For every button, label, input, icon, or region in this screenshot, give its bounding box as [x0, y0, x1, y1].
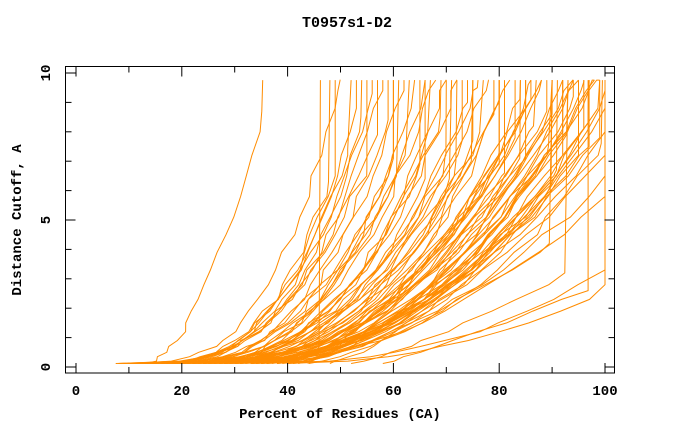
model-curve: [287, 80, 590, 364]
model-curve: [234, 80, 521, 364]
y-tick-label: 0: [39, 363, 55, 371]
model-curve: [197, 80, 474, 364]
model-curve: [229, 80, 585, 364]
model-curve: [181, 80, 389, 364]
x-tick-label: 40: [279, 384, 296, 400]
model-curve: [123, 80, 394, 364]
model-curve: [213, 80, 495, 364]
model-curve: [382, 80, 589, 364]
model-curve: [144, 80, 264, 364]
model-curve: [181, 79, 489, 364]
model-curve: [139, 79, 458, 364]
model-curve: [160, 80, 368, 364]
model-curve: [144, 80, 405, 364]
model-curve: [171, 80, 378, 364]
model-curve: [329, 80, 553, 364]
model-curve: [218, 80, 548, 364]
model-curves-group: [115, 79, 606, 364]
model-curve: [292, 79, 600, 364]
model-curve: [128, 80, 363, 364]
model-curve: [208, 80, 410, 364]
x-tick-label: 20: [173, 384, 190, 400]
model-curve: [165, 80, 416, 364]
y-tick-label: 5: [39, 216, 55, 224]
model-curve: [187, 79, 542, 364]
model-curve: [123, 80, 458, 364]
y-axis-label: Distance Cutoff, A: [10, 144, 26, 296]
x-tick-label: 0: [72, 384, 80, 400]
model-curve: [261, 80, 553, 364]
model-curve: [134, 79, 341, 364]
y-tick-label: 10: [39, 65, 55, 82]
model-curve: [165, 80, 585, 364]
model-curve: [250, 80, 606, 364]
model-curve: [118, 80, 426, 364]
model-curve: [218, 80, 564, 364]
x-tick-label: 100: [592, 384, 617, 400]
model-curve: [115, 80, 336, 364]
x-tick-label: 60: [385, 384, 402, 400]
model-curve: [298, 79, 579, 364]
axis-ticks-group: [65, 66, 615, 373]
model-curve: [239, 79, 595, 364]
model-curve: [171, 80, 553, 364]
model-curve: [139, 80, 373, 364]
tick-labels-group: 0 20 40 60 80 100 0 5 10: [39, 65, 618, 400]
model-curve: [308, 80, 601, 364]
model-curve: [351, 80, 569, 364]
model-curve: [128, 80, 500, 364]
model-curve: [150, 79, 437, 364]
model-curve: [202, 80, 553, 364]
chart-title: T0957s1-D2: [302, 15, 392, 32]
model-curve: [139, 80, 474, 364]
model-curve: [134, 79, 447, 364]
model-curve: [155, 80, 479, 364]
x-tick-label: 80: [491, 384, 508, 400]
x-axis-label: Percent of Residues (CA): [239, 407, 441, 423]
